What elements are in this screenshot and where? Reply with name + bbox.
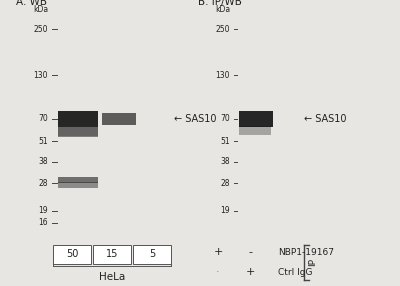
Text: 15: 15: [106, 249, 118, 259]
Text: 51: 51: [220, 136, 230, 146]
Text: 70: 70: [38, 114, 48, 123]
Bar: [58, 127, 98, 136]
Bar: [58, 182, 98, 188]
Text: B. IP/WB: B. IP/WB: [198, 0, 242, 7]
Text: 250: 250: [216, 25, 230, 33]
Text: 70: 70: [220, 114, 230, 123]
Text: 50: 50: [66, 249, 78, 259]
Text: HeLa: HeLa: [99, 272, 125, 282]
Bar: [58, 177, 98, 183]
Text: 5: 5: [149, 249, 155, 259]
Text: 250: 250: [34, 25, 48, 33]
Text: 38: 38: [220, 157, 230, 166]
Text: NBP1-19167: NBP1-19167: [278, 248, 334, 257]
Text: 38: 38: [38, 157, 48, 166]
Text: +: +: [213, 247, 223, 257]
Text: 130: 130: [216, 71, 230, 80]
Text: 130: 130: [34, 71, 48, 80]
Text: 28: 28: [38, 179, 48, 188]
Text: 19: 19: [38, 206, 48, 215]
Text: ← SAS10: ← SAS10: [304, 114, 346, 124]
Text: ·: ·: [216, 267, 220, 277]
Text: -: -: [248, 247, 252, 257]
Bar: [58, 111, 98, 128]
Bar: [58, 126, 98, 137]
Text: IP: IP: [308, 258, 317, 266]
Text: kDa: kDa: [33, 5, 48, 14]
Text: +: +: [245, 267, 255, 277]
Text: Ctrl IgG: Ctrl IgG: [278, 268, 312, 277]
Text: 16: 16: [38, 218, 48, 227]
Text: kDa: kDa: [215, 5, 230, 14]
Text: 19: 19: [220, 206, 230, 215]
Bar: [239, 126, 271, 135]
Bar: [102, 113, 136, 125]
Text: ← SAS10: ← SAS10: [174, 114, 216, 124]
Bar: [239, 111, 273, 127]
Text: 51: 51: [38, 136, 48, 146]
Text: 28: 28: [220, 179, 230, 188]
Text: A. WB: A. WB: [16, 0, 47, 7]
